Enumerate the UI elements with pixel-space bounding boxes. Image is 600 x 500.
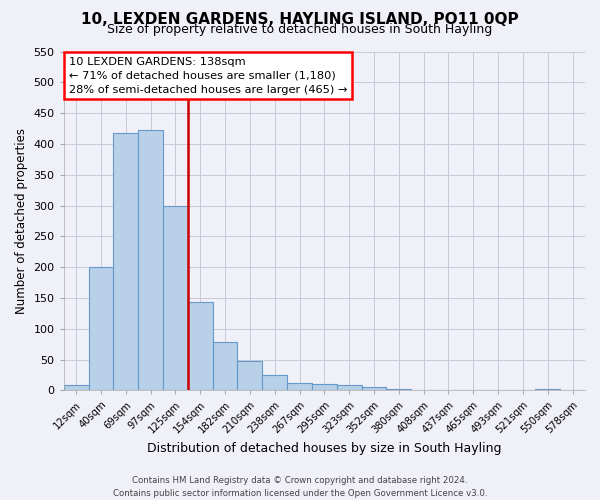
Bar [535, 389, 560, 390]
Bar [312, 384, 337, 390]
Text: Size of property relative to detached houses in South Hayling: Size of property relative to detached ho… [107, 22, 493, 36]
Text: 10 LEXDEN GARDENS: 138sqm
← 71% of detached houses are smaller (1,180)
28% of se: 10 LEXDEN GARDENS: 138sqm ← 71% of detac… [69, 56, 347, 94]
Bar [113, 133, 138, 390]
Bar [262, 375, 287, 390]
Bar [287, 383, 312, 390]
Bar [362, 388, 386, 390]
Bar [212, 342, 238, 390]
Y-axis label: Number of detached properties: Number of detached properties [15, 128, 28, 314]
X-axis label: Distribution of detached houses by size in South Hayling: Distribution of detached houses by size … [147, 442, 502, 455]
Bar [64, 386, 89, 390]
Bar [163, 206, 188, 390]
Text: 10, LEXDEN GARDENS, HAYLING ISLAND, PO11 0QP: 10, LEXDEN GARDENS, HAYLING ISLAND, PO11… [81, 12, 519, 28]
Bar [337, 386, 362, 390]
Bar [89, 267, 113, 390]
Text: Contains HM Land Registry data © Crown copyright and database right 2024.
Contai: Contains HM Land Registry data © Crown c… [113, 476, 487, 498]
Bar [386, 389, 411, 390]
Bar [138, 130, 163, 390]
Bar [188, 302, 212, 390]
Bar [238, 361, 262, 390]
